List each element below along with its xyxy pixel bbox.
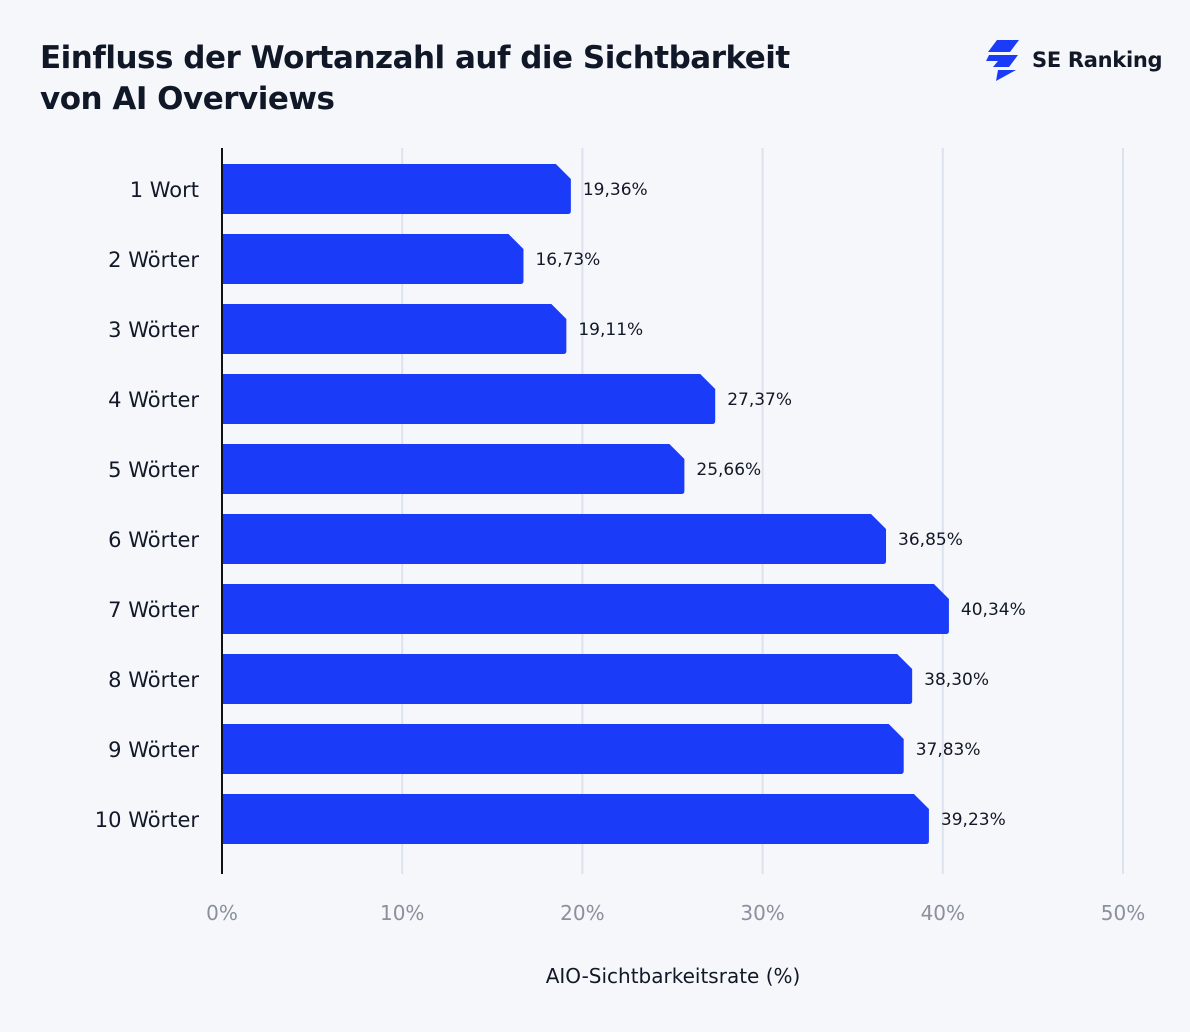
category-label: 10 Wörter <box>95 808 200 832</box>
bar <box>222 514 887 564</box>
chart-title-line-2: von AI Overviews <box>40 81 335 117</box>
bar <box>222 374 716 424</box>
data-label: 40,34% <box>961 600 1026 620</box>
data-label: 39,23% <box>941 810 1006 830</box>
bar <box>222 444 685 494</box>
data-label: 25,66% <box>696 460 761 480</box>
x-axis-ticks: 0% 10% 20% 30% 40% 50% <box>206 901 1145 925</box>
brand-logo: SE Ranking <box>984 38 1163 82</box>
se-ranking-logo-icon <box>986 40 1019 81</box>
chart-title-line-1: Einfluss der Wortanzahl auf die Sichtbar… <box>40 40 790 76</box>
category-label: 8 Wörter <box>108 668 199 692</box>
data-label: 19,36% <box>583 180 648 200</box>
chart-title: Einfluss der Wortanzahl auf die Sichtbar… <box>40 38 860 120</box>
x-tick-label: 10% <box>380 901 424 925</box>
bar <box>222 724 904 774</box>
data-label: 38,30% <box>924 670 989 690</box>
bar <box>222 164 571 214</box>
x-axis-title: AIO-Sichtbarkeitsrate (%) <box>546 964 801 988</box>
category-labels: 1 Wort 2 Wörter 3 Wörter 4 Wörter 5 Wörter 6 … <box>95 178 200 832</box>
category-label: 1 Wort <box>130 178 199 202</box>
category-label: 5 Wörter <box>108 458 199 482</box>
x-tick-label: 50% <box>1101 901 1145 925</box>
x-tick-label: 0% <box>206 901 238 925</box>
data-label: 16,73% <box>535 250 600 270</box>
data-labels: 19,36% 16,73% 19,11% 27,37% 25,66% 36,85% 40,3… <box>535 180 1025 830</box>
bars <box>222 164 949 844</box>
category-label: 6 Wörter <box>108 528 199 552</box>
category-label: 7 Wörter <box>108 598 199 622</box>
data-label: 37,83% <box>916 740 981 760</box>
bar <box>222 794 929 844</box>
category-label: 9 Wörter <box>108 738 199 762</box>
x-tick-label: 40% <box>921 901 965 925</box>
x-tick-label: 30% <box>740 901 784 925</box>
data-label: 27,37% <box>727 390 792 410</box>
data-label: 36,85% <box>898 530 963 550</box>
x-tick-label: 20% <box>560 901 604 925</box>
category-label: 2 Wörter <box>108 248 199 272</box>
data-label: 19,11% <box>578 320 643 340</box>
brand-name: SE Ranking <box>1032 48 1163 72</box>
category-label: 3 Wörter <box>108 318 199 342</box>
bar <box>222 304 567 354</box>
bar <box>222 584 949 634</box>
bar <box>222 654 913 704</box>
category-label: 4 Wörter <box>108 388 199 412</box>
bar <box>222 234 524 284</box>
